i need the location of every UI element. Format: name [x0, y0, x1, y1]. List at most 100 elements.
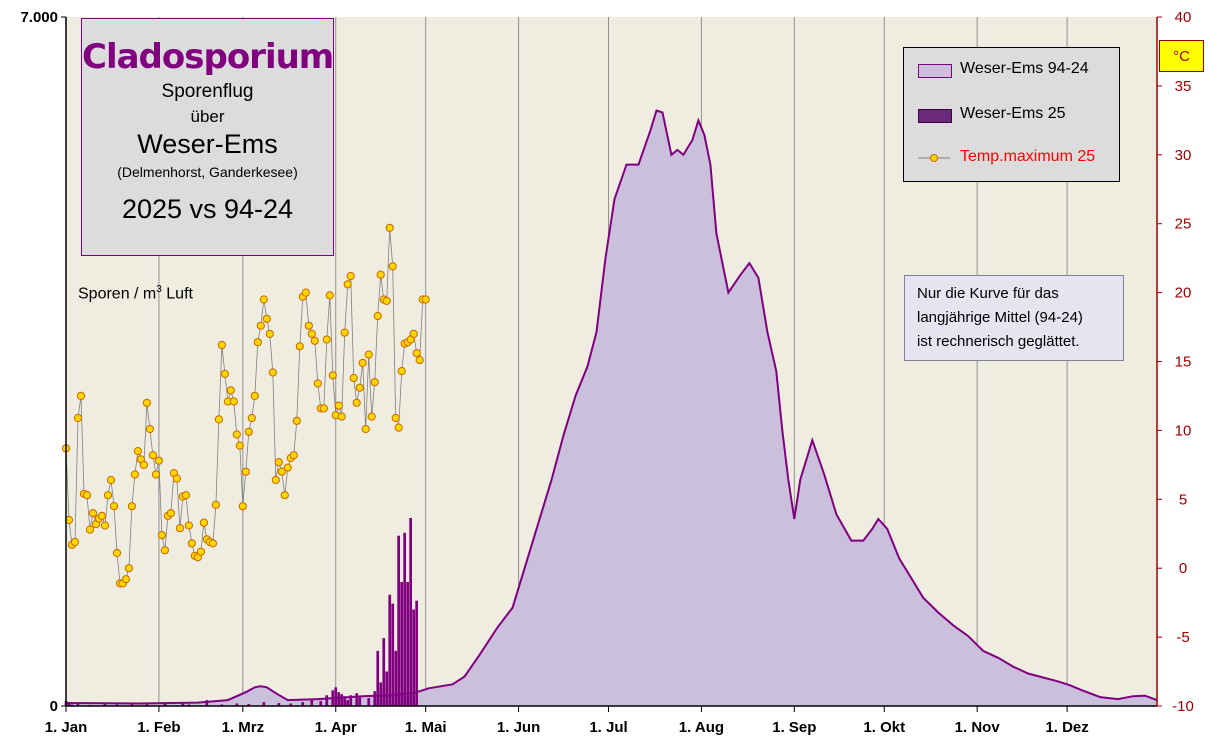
temp-point [382, 296, 391, 305]
temp-point [268, 368, 277, 377]
x-tick-label: 1. Mai [405, 719, 447, 736]
unit-suffix: Luft [161, 285, 193, 303]
bar-2025 [385, 671, 389, 706]
temp-point [85, 525, 95, 534]
bar-2025 [376, 650, 380, 706]
temp-point [274, 458, 283, 467]
temp-point [355, 383, 364, 392]
x-tick-label: 1. Okt [863, 719, 905, 736]
temp-point [322, 335, 331, 344]
temp-point [292, 416, 301, 425]
bar-2025 [67, 704, 71, 706]
y-right-tick-label: 35 [1175, 78, 1192, 95]
temp-point [217, 340, 226, 350]
unit-text: Sporen / m [78, 285, 157, 303]
y-right-tick-label: 20 [1175, 285, 1192, 302]
temp-point [70, 537, 80, 547]
temp-point [238, 502, 247, 511]
x-tick-label: 1. Feb [137, 719, 180, 736]
temp-point [283, 463, 292, 472]
chart-title: Cladosporium [82, 37, 334, 77]
temp-point [88, 508, 98, 518]
temp-point [172, 474, 181, 483]
temp-point [367, 412, 376, 421]
temp-point [310, 336, 319, 345]
temp-point [196, 547, 205, 556]
bar-2025 [277, 703, 281, 706]
temp-point [226, 386, 235, 395]
bar-2025 [394, 650, 398, 706]
bar-2025 [379, 682, 383, 706]
temp-point [388, 262, 397, 271]
temp-point [241, 467, 250, 476]
title-box: Cladosporium Sporenflug über Weser-Ems (… [81, 18, 334, 256]
bar-2025 [325, 695, 329, 706]
temp-point [73, 413, 83, 423]
series-area-94-24 [66, 110, 1157, 706]
temp-point [301, 288, 310, 297]
legend-label-temp: Temp.maximum 25 [960, 148, 1096, 165]
temp-point [97, 511, 107, 520]
temp-point [82, 491, 92, 500]
legend-swatch-temp [918, 154, 950, 162]
bar-2025 [388, 594, 392, 706]
temp-point [127, 502, 136, 511]
y-right-tick-label: 40 [1175, 9, 1192, 26]
subtitle-sporenflug: Sporenflug [161, 81, 254, 102]
bar-2025 [163, 704, 167, 706]
temp-point [160, 546, 169, 555]
temp-point [112, 548, 122, 558]
x-tick-label: 1. Aug [679, 719, 724, 736]
temp-point [100, 521, 110, 530]
bar-2025 [382, 638, 386, 706]
temp-point [289, 451, 298, 460]
y-right-tick-label: 10 [1175, 422, 1192, 439]
temp-point [145, 424, 154, 434]
temp-point [142, 398, 151, 407]
x-tick-label: 1. Apr [315, 719, 357, 736]
y-right-tick-label: 25 [1175, 216, 1192, 233]
bar-2025 [205, 700, 209, 706]
temp-point [76, 391, 86, 400]
y-axis-unit-label: Sporen / m3 Luft [78, 284, 193, 303]
temp-point [121, 575, 131, 584]
temp-point [124, 564, 133, 573]
temp-point [199, 518, 208, 527]
temp-point [214, 415, 223, 424]
temp-point [175, 524, 184, 533]
temp-point [295, 342, 304, 351]
temp-point [259, 295, 268, 304]
temp-point [412, 349, 421, 358]
bar-2025 [310, 700, 314, 706]
temp-point [391, 413, 400, 423]
temp-point [166, 508, 175, 518]
temp-point [307, 329, 316, 338]
temp-point [352, 398, 361, 407]
subtitle-ueber: über [190, 107, 225, 126]
bar-2025 [181, 703, 185, 706]
temp-point [409, 329, 418, 338]
bar-2025 [76, 704, 80, 706]
temp-point [343, 280, 352, 289]
bar-2025 [340, 694, 344, 706]
x-tick-label: 1. Sep [772, 719, 816, 736]
x-tick-label: 1. Dez [1045, 719, 1088, 736]
temp-point [364, 350, 373, 359]
temp-point [358, 358, 367, 367]
temp-point [154, 456, 163, 465]
bar-2025 [289, 703, 293, 706]
temp-point [103, 491, 113, 500]
bar-2025 [355, 693, 359, 706]
bar-2025 [247, 704, 251, 706]
bar-2025 [367, 698, 371, 706]
unit-superscript: 3 [156, 284, 162, 295]
temp-point [304, 321, 313, 330]
bar-2025 [403, 532, 406, 706]
bar-2025 [397, 535, 400, 706]
temp-point [262, 314, 271, 323]
bar-2025 [409, 518, 412, 706]
bar-2025 [346, 700, 350, 706]
y-left-tick-label: 0 [50, 698, 58, 715]
temp-point [247, 413, 256, 423]
bar-2025 [103, 704, 107, 706]
